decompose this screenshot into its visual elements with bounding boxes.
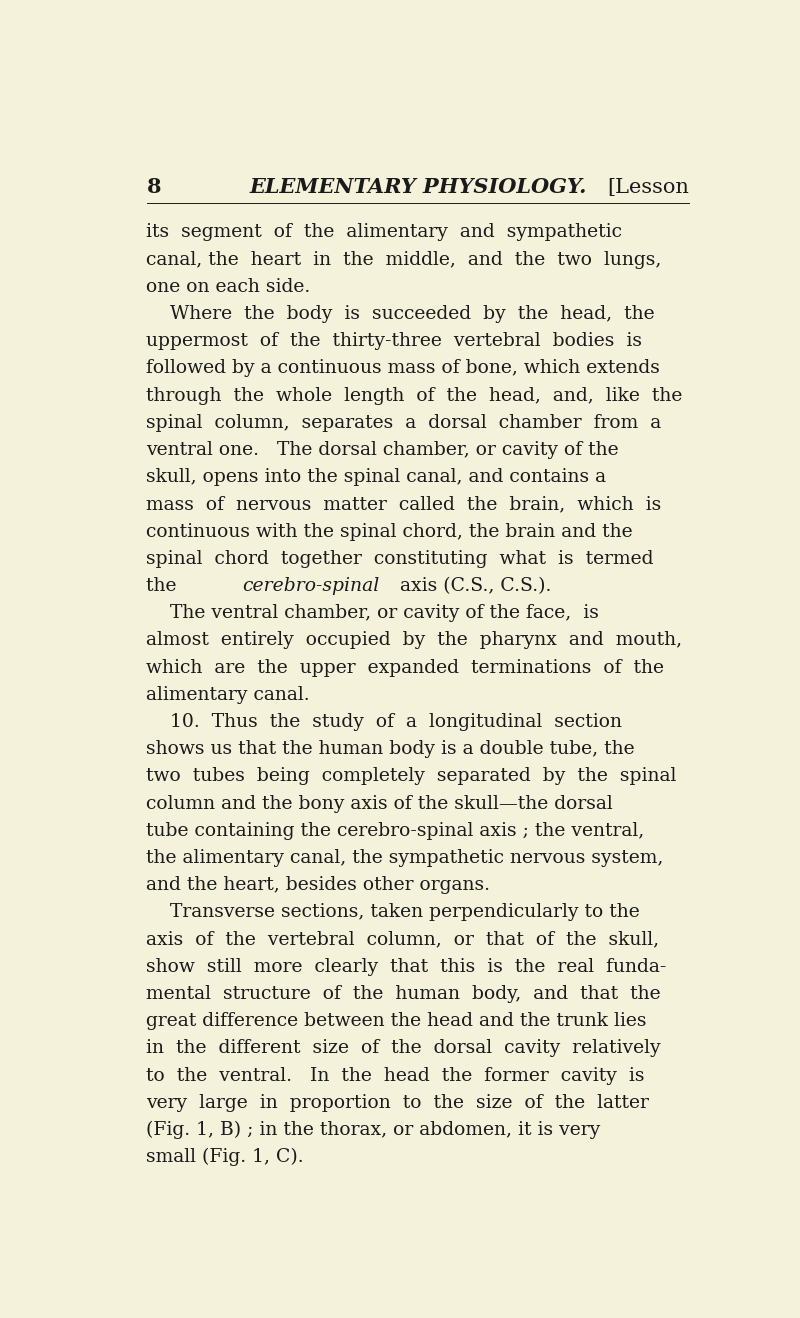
Text: followed by a continuous mass of bone, which extends: followed by a continuous mass of bone, w… [146, 360, 660, 377]
Text: axis (C.S., C.S.).: axis (C.S., C.S.). [394, 577, 551, 594]
Text: axis  of  the  vertebral  column,  or  that  of  the  skull,: axis of the vertebral column, or that of… [146, 931, 660, 949]
Text: skull, opens into the spinal canal, and contains a: skull, opens into the spinal canal, and … [146, 468, 606, 486]
Text: ventral one.   The dorsal chamber, or cavity of the: ventral one. The dorsal chamber, or cavi… [146, 442, 619, 459]
Text: column and the bony axis of the skull—the dorsal: column and the bony axis of the skull—th… [146, 795, 614, 812]
Text: in  the  different  size  of  the  dorsal  cavity  relatively: in the different size of the dorsal cavi… [146, 1040, 661, 1057]
Text: small (Fig. 1, C).: small (Fig. 1, C). [146, 1148, 304, 1166]
Text: spinal  column,  separates  a  dorsal  chamber  from  a: spinal column, separates a dorsal chambe… [146, 414, 662, 432]
Text: (Fig. 1, B) ; in the thorax, or abdomen, it is very: (Fig. 1, B) ; in the thorax, or abdomen,… [146, 1120, 601, 1139]
Text: [Lesson: [Lesson [607, 178, 689, 196]
Text: and the heart, besides other organs.: and the heart, besides other organs. [146, 876, 490, 894]
Text: the: the [146, 577, 183, 594]
Text: cerebro-spinal: cerebro-spinal [242, 577, 379, 594]
Text: shows us that the human body is a double tube, the: shows us that the human body is a double… [146, 741, 635, 758]
Text: uppermost  of  the  thirty-three  vertebral  bodies  is: uppermost of the thirty-three vertebral … [146, 332, 642, 351]
Text: The ventral chamber, or cavity of the face,  is: The ventral chamber, or cavity of the fa… [146, 604, 599, 622]
Text: canal, the  heart  in  the  middle,  and  the  two  lungs,: canal, the heart in the middle, and the … [146, 250, 662, 269]
Text: tube containing the cerebro-spinal axis ; the ventral,: tube containing the cerebro-spinal axis … [146, 821, 645, 840]
Text: mental  structure  of  the  human  body,  and  that  the: mental structure of the human body, and … [146, 985, 661, 1003]
Text: mass  of  nervous  matter  called  the  brain,  which  is: mass of nervous matter called the brain,… [146, 496, 662, 513]
Text: the alimentary canal, the sympathetic nervous system,: the alimentary canal, the sympathetic ne… [146, 849, 664, 867]
Text: very  large  in  proportion  to  the  size  of  the  latter: very large in proportion to the size of … [146, 1094, 650, 1111]
Text: ELEMENTARY PHYSIOLOGY.: ELEMENTARY PHYSIOLOGY. [249, 177, 586, 196]
Text: show  still  more  clearly  that  this  is  the  real  funda-: show still more clearly that this is the… [146, 958, 667, 975]
Text: two  tubes  being  completely  separated  by  the  spinal: two tubes being completely separated by … [146, 767, 677, 786]
Text: spinal  chord  together  constituting  what  is  termed: spinal chord together constituting what … [146, 550, 654, 568]
Text: 10.  Thus  the  study  of  a  longitudinal  section: 10. Thus the study of a longitudinal sec… [146, 713, 622, 731]
Text: continuous with the spinal chord, the brain and the: continuous with the spinal chord, the br… [146, 522, 633, 540]
Text: which  are  the  upper  expanded  terminations  of  the: which are the upper expanded termination… [146, 659, 665, 676]
Text: Transverse sections, taken perpendicularly to the: Transverse sections, taken perpendicular… [146, 903, 640, 921]
Text: through  the  whole  length  of  the  head,  and,  like  the: through the whole length of the head, an… [146, 386, 683, 405]
Text: 8: 8 [146, 177, 161, 196]
Text: its  segment  of  the  alimentary  and  sympathetic: its segment of the alimentary and sympat… [146, 223, 622, 241]
Text: one on each side.: one on each side. [146, 278, 310, 295]
Text: great difference between the head and the trunk lies: great difference between the head and th… [146, 1012, 647, 1031]
Text: Where  the  body  is  succeeded  by  the  head,  the: Where the body is succeeded by the head,… [146, 304, 655, 323]
Text: almost  entirely  occupied  by  the  pharynx  and  mouth,: almost entirely occupied by the pharynx … [146, 631, 682, 650]
Text: to  the  ventral.   In  the  head  the  former  cavity  is: to the ventral. In the head the former c… [146, 1066, 645, 1085]
Text: alimentary canal.: alimentary canal. [146, 685, 310, 704]
